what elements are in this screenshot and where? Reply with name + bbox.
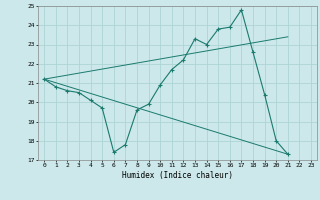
X-axis label: Humidex (Indice chaleur): Humidex (Indice chaleur) (122, 171, 233, 180)
